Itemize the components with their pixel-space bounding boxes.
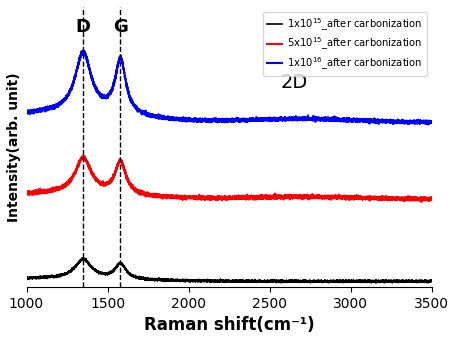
Line: 5x10$^{15}$_after carbonization: 5x10$^{15}$_after carbonization (26, 156, 430, 202)
1x10$^{15}$_after carbonization (381, 281, 386, 285)
5x10$^{15}$_after carbonization (97, 180, 103, 184)
1x10$^{16}$_after carbonization (287, 116, 292, 120)
Legend: 1x10$^{15}$_after carbonization, 5x10$^{15}$_after carbonization, 1x10$^{16}$_af: 1x10$^{15}$_after carbonization, 5x10$^{… (263, 12, 425, 76)
1x10$^{16}$_after carbonization (428, 119, 433, 123)
1x10$^{15}$_after carbonization (178, 279, 184, 283)
5x10$^{15}$_after carbonization (325, 197, 331, 201)
5x10$^{15}$_after carbonization (287, 195, 292, 199)
1x10$^{16}$_after carbonization (97, 92, 103, 97)
1x10$^{16}$_after carbonization (24, 109, 29, 113)
Text: G: G (113, 18, 128, 36)
1x10$^{15}$_after carbonization (356, 279, 362, 283)
1x10$^{15}$_after carbonization (325, 279, 331, 283)
1x10$^{15}$_after carbonization (24, 275, 29, 279)
1x10$^{16}$_after carbonization (425, 122, 430, 127)
5x10$^{15}$_after carbonization (418, 200, 423, 204)
Line: 1x10$^{16}$_after carbonization: 1x10$^{16}$_after carbonization (26, 50, 430, 124)
1x10$^{15}$_after carbonization (428, 278, 433, 282)
1x10$^{16}$_after carbonization (356, 119, 362, 123)
Text: D: D (76, 18, 91, 36)
1x10$^{16}$_after carbonization (178, 116, 184, 120)
1x10$^{15}$_after carbonization (266, 280, 272, 284)
X-axis label: Raman shift(cm⁻¹): Raman shift(cm⁻¹) (143, 316, 313, 334)
5x10$^{15}$_after carbonization (178, 196, 184, 200)
5x10$^{15}$_after carbonization (266, 195, 272, 199)
5x10$^{15}$_after carbonization (80, 154, 85, 158)
1x10$^{16}$_after carbonization (325, 118, 331, 122)
1x10$^{15}$_after carbonization (287, 280, 292, 284)
Line: 1x10$^{15}$_after carbonization: 1x10$^{15}$_after carbonization (26, 258, 430, 283)
5x10$^{15}$_after carbonization (24, 191, 29, 195)
Y-axis label: Intensity(arb. unit): Intensity(arb. unit) (7, 72, 21, 222)
1x10$^{16}$_after carbonization (80, 48, 86, 53)
1x10$^{16}$_after carbonization (266, 117, 272, 121)
Text: 2D: 2D (279, 73, 307, 92)
5x10$^{15}$_after carbonization (356, 196, 362, 201)
1x10$^{15}$_after carbonization (97, 271, 103, 275)
5x10$^{15}$_after carbonization (428, 197, 433, 201)
1x10$^{15}$_after carbonization (79, 256, 84, 260)
